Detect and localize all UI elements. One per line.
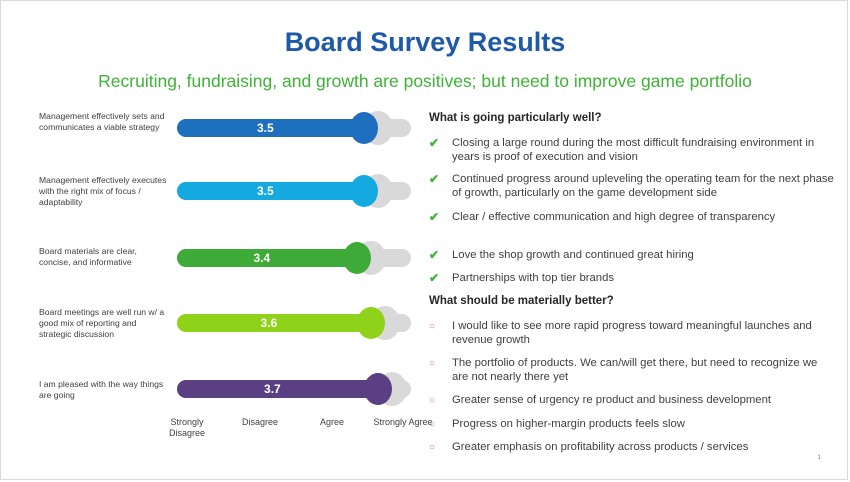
score-track: 3.5 — [177, 111, 411, 145]
score-track: 3.4 — [177, 241, 411, 275]
well-item: ✔ Partnerships with top tier brands — [429, 271, 834, 285]
well-item: ✔ Clear / effective communication and hi… — [429, 210, 834, 224]
score-bar: 3.5 — [177, 182, 364, 200]
score-bar: 3.4 — [177, 249, 357, 267]
circle-bullet-icon: ○ — [429, 321, 436, 332]
well-section-title: What is going particularly well? — [429, 112, 602, 124]
score-knob — [349, 112, 378, 144]
score-knob — [342, 242, 371, 274]
score-value: 3.7 — [264, 382, 281, 396]
better-item-text: The portfolio of products. We can/will g… — [452, 357, 818, 383]
well-item-text: Continued progress around upleveling the… — [452, 173, 834, 199]
question-label: Board meetings are well run w/ a good mi… — [39, 307, 165, 339]
score-knob — [363, 373, 392, 405]
better-item-text: Greater sense of urgency re product and … — [452, 394, 772, 406]
well-item-text: Closing a large round during the most di… — [452, 137, 815, 163]
well-item-text: Partnerships with top tier brands — [452, 272, 615, 284]
score-value: 3.5 — [256, 121, 274, 135]
scale-label-agree: Agree — [319, 417, 345, 427]
better-item: ○ Greater emphasis on profitability acro… — [429, 440, 834, 454]
better-item: ○ I would like to see more rapid progres… — [429, 319, 834, 347]
score-knob — [349, 175, 378, 207]
scale-label-strongly-agree: Strongly Agree — [373, 417, 433, 427]
well-item-text: Clear / effective communication and high… — [452, 211, 776, 223]
score-track: 3.7 — [177, 372, 411, 406]
question-label: Management effectively sets and communic… — [39, 111, 165, 132]
check-icon: ✔ — [429, 248, 440, 262]
score-track: 3.6 — [177, 306, 411, 340]
score-bar: 3.5 — [177, 119, 364, 137]
circle-bullet-icon: ○ — [429, 358, 436, 369]
circle-bullet-icon: ○ — [429, 419, 436, 430]
check-icon: ✔ — [429, 172, 440, 186]
better-section-title: What should be materially better? — [429, 295, 614, 307]
question-label: Management effectively executes with the… — [39, 175, 167, 207]
score-value: 3.6 — [260, 316, 278, 330]
better-item-text: Greater emphasis on profitability across… — [452, 441, 749, 453]
check-icon: ✔ — [429, 210, 440, 224]
circle-bullet-icon: ○ — [429, 395, 436, 406]
well-item: ✔ Continued progress around upleveling t… — [429, 172, 834, 200]
check-icon: ✔ — [429, 271, 440, 285]
score-track: 3.5 — [177, 174, 411, 208]
score-bar: 3.7 — [177, 380, 378, 398]
score-value: 3.5 — [256, 184, 274, 198]
circle-bullet-icon: ○ — [429, 442, 436, 453]
well-item: ✔ Love the shop growth and continued gre… — [429, 248, 834, 262]
better-item-text: I would like to see more rapid progress … — [452, 320, 812, 346]
check-icon: ✔ — [429, 136, 440, 150]
question-label: Board materials are clear, concise, and … — [39, 246, 137, 267]
slide-title: Board Survey Results — [284, 27, 566, 57]
well-item-text: Love the shop growth and continued great… — [452, 249, 694, 261]
score-knob — [356, 307, 385, 339]
page-number: 1 — [817, 455, 821, 461]
score-bar: 3.6 — [177, 314, 371, 332]
score-value: 3.4 — [253, 251, 271, 265]
better-item: ○ Progress on higher-margin products fee… — [429, 417, 834, 431]
scale-label-disagree: Disagree — [241, 417, 279, 427]
better-item-text: Progress on higher-margin products feels… — [452, 418, 685, 430]
slide-subtitle: Recruiting, fundraising, and growth are … — [98, 71, 752, 91]
scale-label-strongly-disagree: Strongly Disagree — [168, 417, 206, 438]
better-item: ○ The portfolio of products. We can/will… — [429, 356, 834, 384]
better-item: ○ Greater sense of urgency re product an… — [429, 393, 834, 407]
question-label: I am pleased with the way things are goi… — [39, 379, 164, 400]
well-item: ✔ Closing a large round during the most … — [429, 136, 834, 164]
